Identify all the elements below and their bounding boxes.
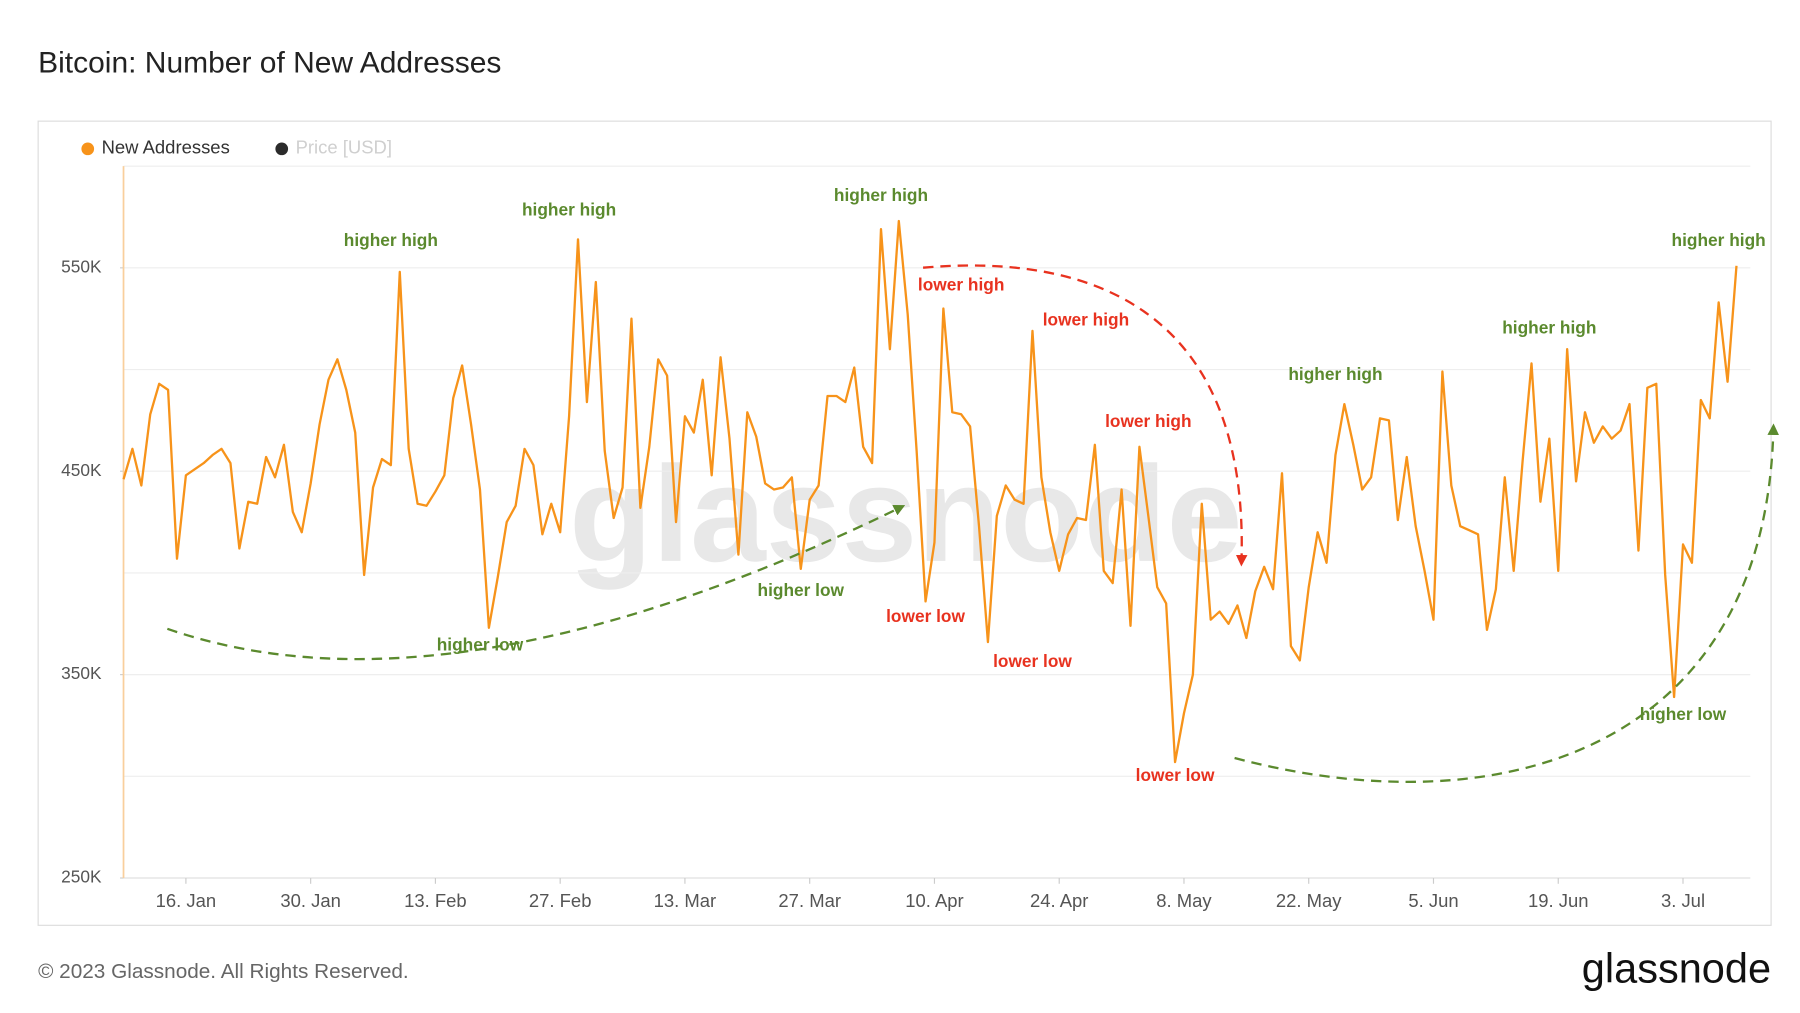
- annotation: higher low: [758, 580, 845, 600]
- x-tick-label: 16. Jan: [156, 890, 217, 911]
- grid: 250K 350K 450K 550K 16. Jan 30. Jan 13. Feb 27.…: [61, 165, 1751, 911]
- trend-arrow: [1234, 423, 1780, 783]
- plot: higher high higher high higher high lower h…: [122, 185, 1766, 785]
- x-tick-label: 13. Feb: [404, 890, 467, 911]
- trend-arrow: [166, 504, 906, 661]
- x-tick-label: 30. Jan: [280, 890, 341, 911]
- annotation: higher high: [344, 230, 438, 250]
- annotation: higher low: [437, 635, 524, 655]
- data-line: [122, 219, 1738, 764]
- legend: New Addresses Price [USD]: [81, 137, 392, 158]
- trend-arrows: [166, 264, 1780, 783]
- footer: © 2023 Glassnode. All Rights Reserved.: [38, 960, 409, 983]
- x-tick-label: 8. May: [1156, 890, 1212, 911]
- x-tick-label: 13. Mar: [654, 890, 717, 911]
- x-tick-label: 27. Mar: [778, 890, 841, 911]
- annotation: higher high: [522, 199, 616, 219]
- x-tick-label: 3. Jul: [1661, 890, 1705, 911]
- legend-marker: [81, 142, 95, 156]
- legend-label: Price [USD]: [296, 137, 392, 158]
- x-tick-label: 19. Jun: [1528, 890, 1589, 911]
- x-tick-label: 5. Jun: [1408, 890, 1458, 911]
- y-tick-label: 250K: [61, 867, 102, 887]
- annotation: higher high: [1288, 364, 1382, 384]
- annotation: higher high: [1502, 317, 1596, 337]
- chart-frame: [37, 120, 1772, 926]
- x-tick-label: 10. Apr: [905, 890, 963, 911]
- x-tick-label: 27. Feb: [529, 890, 592, 911]
- annotation: lower low: [1136, 765, 1215, 785]
- legend-marker: [275, 142, 289, 156]
- annotation: lower high: [1105, 411, 1192, 431]
- annotation: lower low: [886, 606, 965, 626]
- chart-title: Bitcoin: Number of New Addresses: [38, 47, 501, 80]
- y-tick-label: 550K: [61, 256, 102, 276]
- annotation: lower high: [1043, 309, 1129, 329]
- annotation: higher low: [1640, 704, 1727, 724]
- x-tick-label: 24. Apr: [1030, 890, 1088, 911]
- annotation: lower low: [993, 651, 1072, 671]
- trend-arrow: [922, 264, 1248, 567]
- annotation: higher high: [1672, 230, 1766, 250]
- annotation: higher high: [834, 185, 928, 205]
- annotation: lower high: [918, 275, 1005, 295]
- y-tick-label: 450K: [61, 460, 102, 480]
- y-tick-label: 350K: [61, 663, 102, 683]
- logo: glassnode: [1582, 944, 1771, 991]
- legend-label: New Addresses: [102, 137, 230, 158]
- x-tick-label: 22. May: [1276, 890, 1342, 911]
